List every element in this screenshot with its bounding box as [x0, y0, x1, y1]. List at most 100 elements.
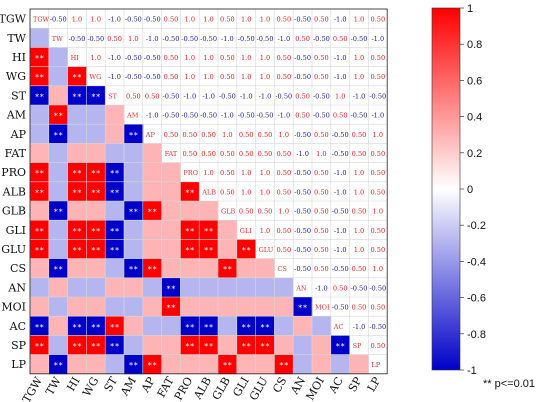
heatmap-cell [161, 316, 181, 336]
correlation-value: 0.50 [352, 131, 367, 139]
significance-marker: ** [72, 92, 82, 101]
correlation-value: 1.0 [354, 227, 365, 235]
correlation-value: 0.50 [333, 35, 348, 43]
correlation-value: -0.50 [163, 112, 180, 120]
heatmap-cell [236, 239, 256, 259]
column-label: TGW [20, 374, 45, 402]
significance-marker: ** [91, 323, 101, 332]
correlation-value: -0.50 [163, 92, 180, 100]
correlation-value: 1.0 [279, 131, 290, 139]
heatmap-cell [236, 277, 256, 298]
heatmap-cell [236, 316, 256, 336]
correlation-value: 1.0 [260, 73, 271, 81]
significance-marker: ** [335, 342, 345, 351]
significance-marker: ** [204, 342, 214, 351]
correlation-value: -0.50 [294, 188, 311, 196]
correlation-value: -1.0 [221, 112, 234, 120]
heatmap-cell [67, 277, 87, 298]
heatmap-cell [30, 201, 50, 221]
heatmap-cell [30, 162, 50, 183]
heatmap-cell [30, 105, 50, 125]
correlation-value: 0.50 [258, 150, 273, 158]
correlation-value: 1.0 [72, 16, 83, 24]
heatmap-cell [30, 66, 50, 87]
heatmap-cell [180, 201, 200, 221]
heatmap-cell [293, 335, 313, 355]
diagonal-label: TW [52, 35, 63, 43]
heatmap-cell [124, 143, 144, 163]
heatmap-cell [86, 85, 106, 106]
significance-marker: ** [35, 323, 45, 332]
heatmap-cell [30, 277, 50, 298]
correlation-value: 0.50 [370, 150, 385, 158]
correlation-value: 1.0 [373, 131, 384, 139]
colorbar-tick-label: 0.4 [467, 112, 482, 124]
heatmap-cell [30, 220, 50, 240]
heatmap-cell [67, 239, 87, 259]
correlation-value: -0.50 [238, 35, 255, 43]
correlation-value: -0.50 [332, 265, 349, 273]
significance-marker: ** [35, 342, 45, 351]
significance-marker: ** [129, 361, 139, 370]
heatmap-cell [105, 297, 125, 317]
row-label: ALB [2, 185, 26, 198]
diagonal-label: AP [145, 131, 156, 139]
heatmap-cell [142, 239, 162, 259]
significance-marker: ** [91, 227, 101, 236]
colorbar-tick-label: -0.2 [467, 220, 486, 232]
correlation-value: -0.50 [144, 54, 161, 62]
column-label: AC [326, 375, 346, 397]
correlation-value: 0.50 [239, 131, 254, 139]
significance-marker: ** [110, 188, 120, 197]
significance-marker: ** [185, 227, 195, 236]
heatmap-cell [30, 143, 50, 163]
heatmap-cell [293, 297, 313, 317]
correlation-value: 0.50 [239, 150, 254, 158]
significance-marker: ** [147, 208, 157, 217]
correlation-value: -1.0 [334, 16, 347, 24]
heatmap-cell [180, 239, 200, 259]
heatmap-cell [86, 258, 106, 279]
diagonal-label: CS [277, 265, 286, 273]
heatmap-cell [105, 124, 125, 144]
heatmap-cell [255, 316, 275, 336]
correlation-value: 0.50 [164, 16, 179, 24]
significance-note: ** p<=0.01 [483, 378, 535, 390]
column-label: LP [365, 374, 384, 394]
heatmap-cell [180, 316, 200, 336]
correlation-value: -0.50 [369, 323, 386, 331]
heatmap-cell [105, 316, 125, 336]
correlation-value: 0.50 [295, 35, 310, 43]
heatmap-cell [199, 201, 219, 221]
correlation-value: 0.50 [314, 54, 329, 62]
correlation-value: -0.50 [313, 35, 330, 43]
heatmap-cell [255, 258, 275, 279]
heatmap-cell [199, 239, 219, 259]
correlation-value: 1.0 [241, 54, 252, 62]
correlation-value: 1.0 [260, 188, 271, 196]
colorbar [431, 7, 461, 371]
heatmap-cell [161, 335, 181, 355]
heatmap-cell [293, 316, 313, 336]
correlation-value: 0.50 [276, 246, 291, 254]
correlation-value: 0.50 [258, 208, 273, 216]
correlation-value: -0.50 [294, 131, 311, 139]
significance-marker: ** [72, 169, 82, 178]
correlation-value: 0.50 [314, 73, 329, 81]
correlation-value: 1.0 [185, 73, 196, 81]
heatmap-cell [236, 297, 256, 317]
heatmap-cell [48, 297, 68, 317]
colorbar-tick-label: 0.8 [467, 39, 482, 51]
correlation-value: 1.0 [260, 169, 271, 177]
heatmap-cell [48, 143, 68, 163]
colorbar-tick-label: 1 [467, 3, 473, 15]
heatmap-cell [161, 220, 181, 240]
correlation-value: 0.50 [276, 54, 291, 62]
correlation-value: 0.50 [352, 265, 367, 273]
heatmap-cell [180, 181, 200, 202]
row-label: ST [11, 89, 27, 102]
significance-marker: ** [72, 323, 82, 332]
heatmap-cell [199, 354, 219, 375]
row-label: WG [6, 70, 26, 83]
heatmap-cell [124, 220, 144, 240]
